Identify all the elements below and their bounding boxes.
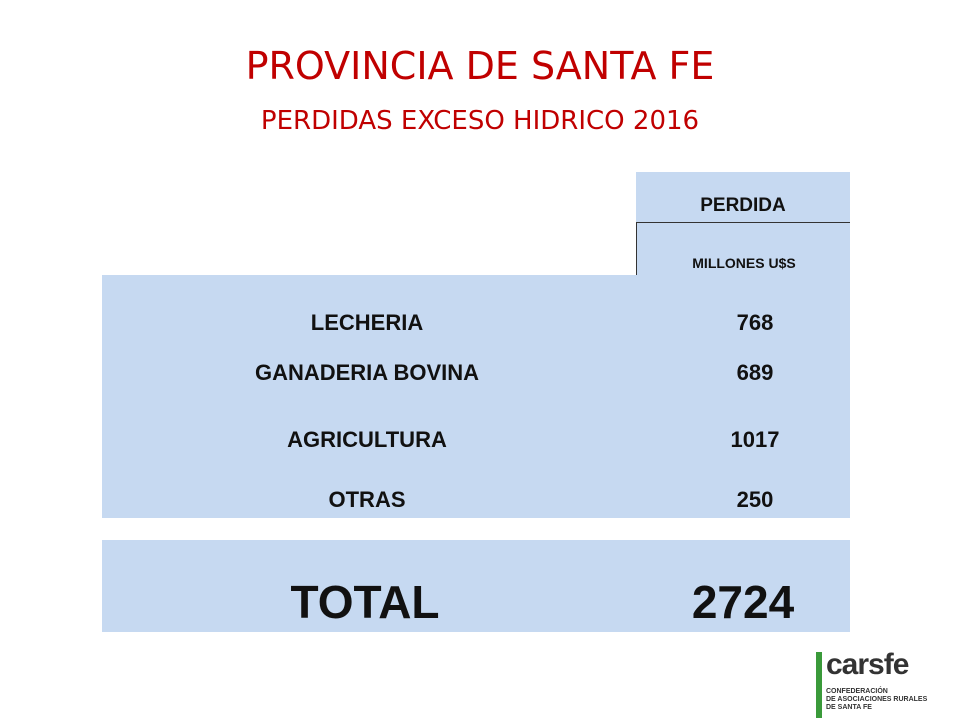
total-label: TOTAL xyxy=(290,576,440,628)
logo: carsfe CONFEDERACIÓN DE ASOCIACIONES RUR… xyxy=(816,648,958,718)
row-value: 689 xyxy=(736,360,774,385)
title: PROVINCIA DE SANTA FE xyxy=(245,44,715,88)
row-value: 768 xyxy=(736,310,774,335)
table-body: LECHERIA 768 GANADERIA BOVINA 689 AGRICU… xyxy=(102,275,850,518)
unit-header: MILLONES U$S xyxy=(692,255,796,271)
header-cell: PERDIDA xyxy=(636,172,850,222)
logo-name: carsfe xyxy=(826,648,909,681)
logo-caption: CONFEDERACIÓN DE ASOCIACIONES RURALES DE… xyxy=(826,688,927,712)
total-value: 2724 xyxy=(691,576,795,628)
logo-bar xyxy=(816,652,822,718)
row-label: OTRAS xyxy=(328,487,406,512)
row-label: AGRICULTURA xyxy=(287,427,447,452)
row-value: 1017 xyxy=(730,427,780,452)
row-label: LECHERIA xyxy=(310,310,424,335)
unit-cell: MILLONES U$S xyxy=(636,222,850,276)
row-label: GANADERIA BOVINA xyxy=(254,360,480,385)
subtitle: PERDIDAS EXCESO HIDRICO 2016 xyxy=(260,106,700,136)
logo-line: DE ASOCIACIONES RURALES xyxy=(826,696,928,703)
row-value: 250 xyxy=(736,487,774,512)
column-header: PERDIDA xyxy=(700,195,786,216)
logo-line: CONFEDERACIÓN xyxy=(826,688,888,695)
logo-line: DE SANTA FE xyxy=(826,704,872,711)
total-box: TOTAL 2724 xyxy=(102,540,850,632)
